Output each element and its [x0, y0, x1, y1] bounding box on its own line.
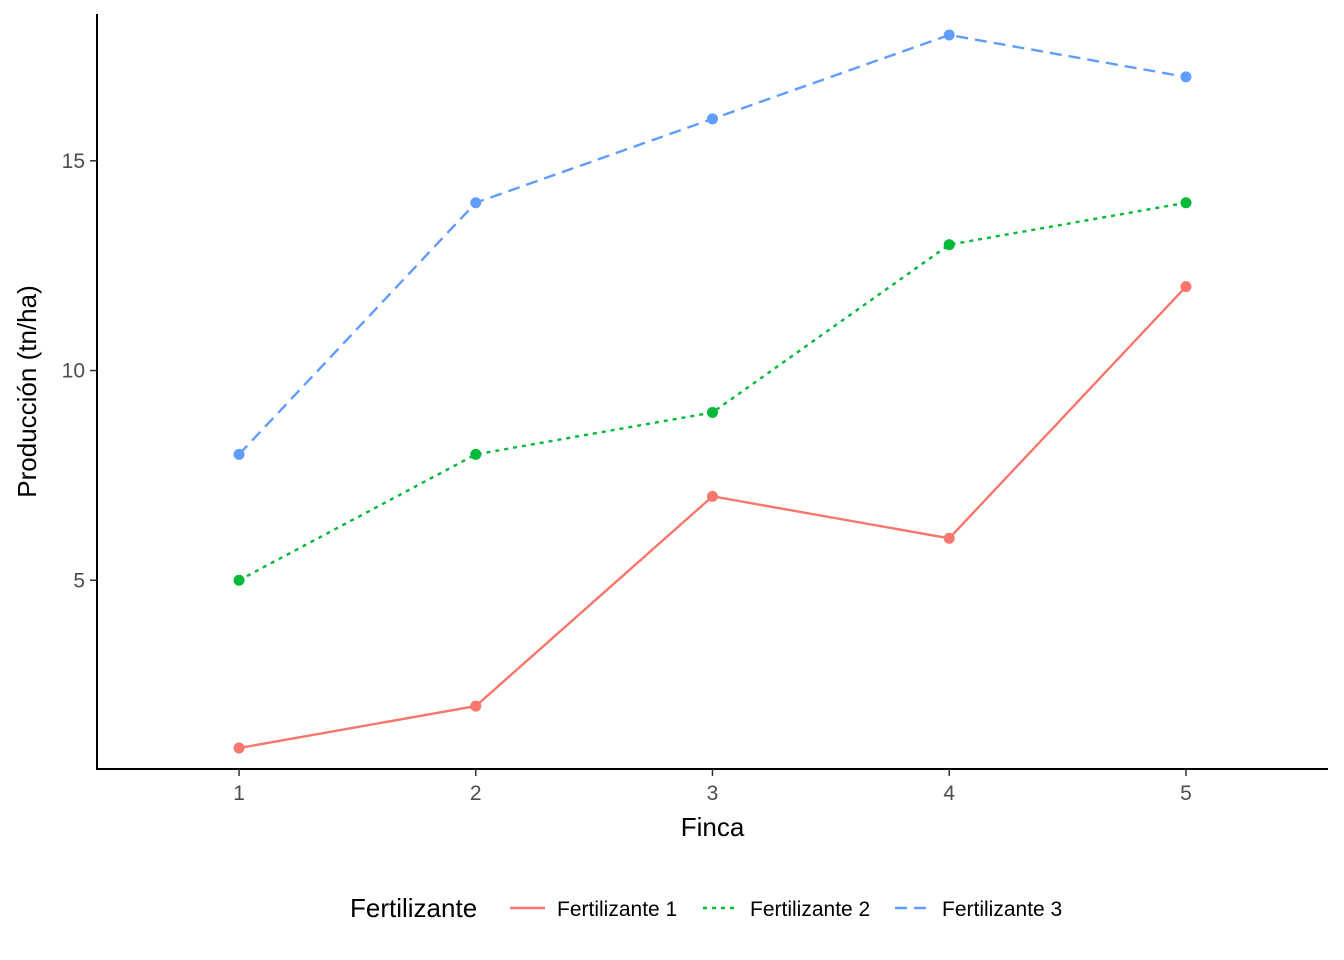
data-point [943, 29, 955, 41]
series-line [238, 285, 1187, 750]
x-tick-label: 2 [470, 782, 482, 805]
tick-labels: 5 10 15 1 2 3 4 5 [62, 150, 1192, 805]
data-point [470, 700, 482, 712]
x-tick-label: 4 [943, 782, 955, 805]
x-tick-label: 3 [707, 782, 719, 805]
data-point [1180, 71, 1192, 83]
data-point [470, 197, 482, 209]
series-layer [233, 29, 1192, 754]
legend-label-1: Fertilizante 1 [557, 898, 677, 921]
series-1 [233, 281, 1192, 754]
axes [90, 14, 1328, 776]
y-tick-label: 15 [62, 150, 85, 173]
legend-title: Fertilizante [350, 893, 477, 923]
y-axis-title: Producción (tn/ha) [12, 285, 42, 497]
data-point [233, 574, 245, 586]
data-point [1180, 197, 1192, 209]
data-point [233, 448, 245, 460]
data-point [1180, 281, 1192, 293]
legend-label-2: Fertilizante 2 [750, 898, 870, 921]
legend: Fertilizante Fertilizante 1 Fertilizante … [350, 893, 1062, 923]
series-2 [233, 197, 1192, 586]
data-point [707, 490, 718, 502]
data-point [707, 113, 718, 125]
y-tick-label: 10 [62, 360, 85, 383]
data-point [470, 448, 482, 460]
data-point [943, 239, 955, 251]
data-point [233, 742, 245, 754]
x-tick-label: 1 [233, 782, 245, 805]
y-tick-label: 5 [73, 569, 85, 592]
series-line [238, 33, 1187, 456]
data-point [943, 532, 955, 544]
data-point [707, 406, 718, 418]
legend-label-3: Fertilizante 3 [942, 898, 1062, 921]
x-axis-title: Finca [681, 812, 745, 842]
series-line [238, 201, 1187, 582]
series-3 [233, 29, 1192, 460]
x-tick-label: 5 [1180, 782, 1192, 805]
